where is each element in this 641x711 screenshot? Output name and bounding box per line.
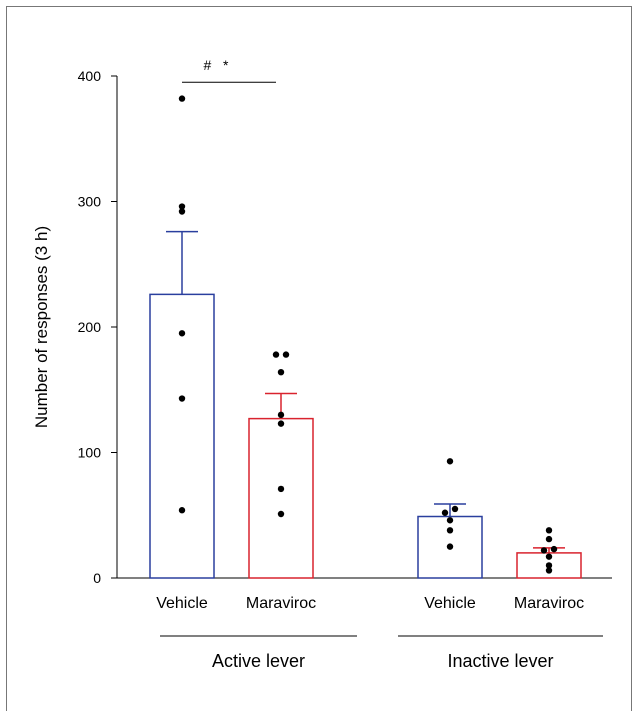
data-point (550, 545, 558, 553)
data-point (545, 527, 553, 534)
data-point (545, 535, 553, 543)
y-tick-label: 400 (78, 68, 102, 84)
x-category-label: Maraviroc (514, 595, 584, 612)
data-point (178, 507, 186, 514)
data-point (178, 330, 186, 337)
y-tick-label: 300 (78, 194, 102, 210)
x-category-label: Vehicle (156, 595, 208, 612)
bar (149, 293, 215, 579)
y-tick-label: 200 (78, 319, 102, 335)
data-point (540, 547, 548, 554)
data-point (441, 509, 449, 516)
y-tick-label: 100 (78, 445, 102, 461)
data-point (178, 203, 186, 210)
data-point (272, 351, 280, 358)
group-label: Active lever (212, 651, 305, 671)
x-category-label: Maraviroc (246, 595, 316, 612)
x-category-label: Vehicle (424, 595, 476, 612)
data-point (545, 553, 553, 560)
data-point (446, 527, 454, 534)
data-point (545, 567, 553, 574)
data-point (277, 420, 285, 427)
data-point (446, 543, 454, 550)
axes: 0 100 200 300 400 Vehicle Maraviroc Active leve… (78, 68, 612, 671)
figure-frame (6, 6, 632, 711)
significance-label: # * (204, 57, 229, 73)
y-axis-title: Number of responses (3 h) (32, 226, 51, 428)
data-point (446, 517, 454, 524)
data-point (545, 562, 553, 569)
data-point (277, 485, 285, 493)
data-point (277, 411, 285, 419)
data-point (178, 208, 186, 215)
data-point (451, 505, 459, 513)
bar (248, 417, 314, 579)
data-point (178, 395, 186, 402)
data-point (277, 368, 285, 376)
data-point (277, 510, 285, 518)
group-label: Inactive lever (447, 651, 553, 671)
data-point (282, 351, 290, 358)
chart-marks (149, 81, 582, 579)
y-tick-label: 0 (93, 570, 101, 586)
data-point (178, 95, 186, 102)
data-point (446, 458, 454, 465)
